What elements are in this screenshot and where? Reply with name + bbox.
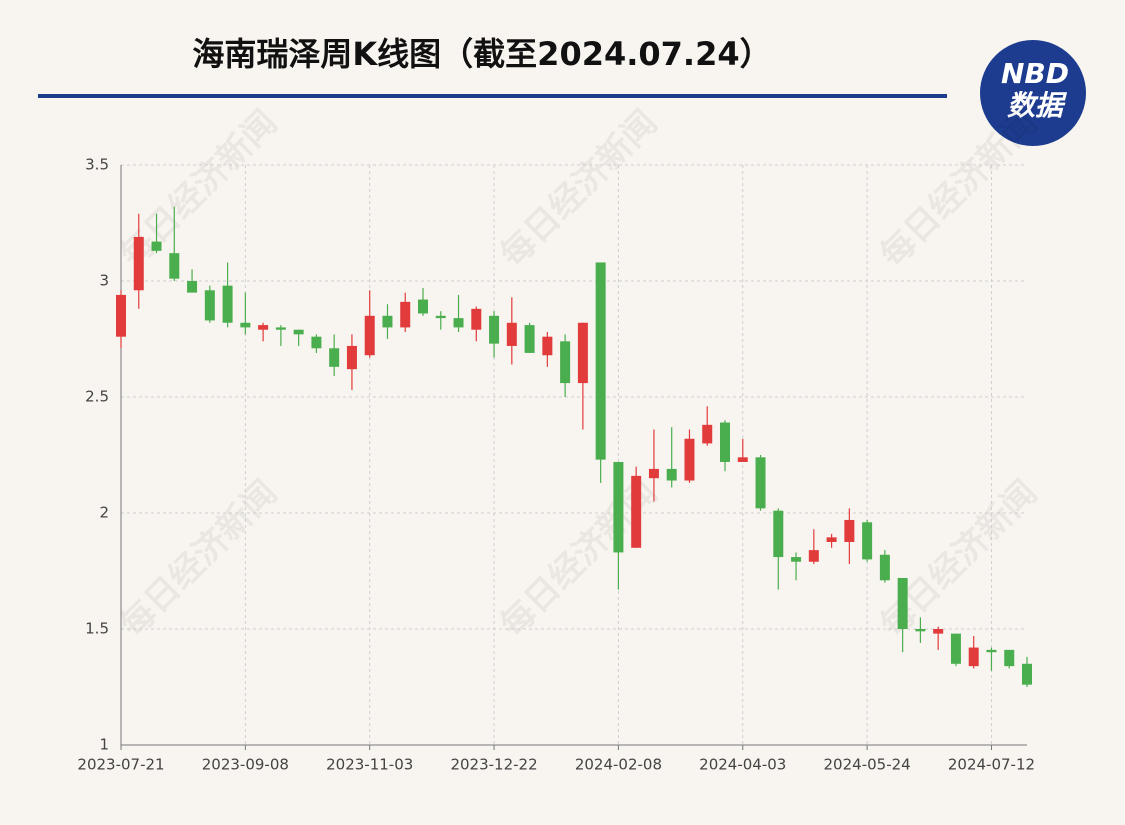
candle-body bbox=[489, 315, 500, 344]
candle-body bbox=[222, 285, 233, 323]
x-tick-label: 2023-09-08 bbox=[202, 756, 289, 774]
candle-body bbox=[737, 457, 748, 462]
plot: 1 1.5 2 2.5 3 3.5 2023-07-21 2023-09-08 2023-11-… bbox=[77, 156, 1035, 774]
candle-body bbox=[1022, 663, 1032, 685]
candle-body bbox=[542, 336, 553, 356]
candle-body bbox=[933, 629, 944, 634]
candle-body bbox=[435, 315, 446, 319]
candle-body bbox=[400, 301, 411, 328]
candle-body bbox=[986, 649, 997, 653]
x-tick-label: 2023-07-21 bbox=[77, 756, 164, 774]
candle-body bbox=[151, 241, 162, 251]
candle-body bbox=[791, 557, 802, 562]
candle-body bbox=[133, 236, 144, 291]
x-tick-label: 2023-11-03 bbox=[326, 756, 413, 774]
x-tick-label: 2024-04-03 bbox=[699, 756, 786, 774]
candle-body bbox=[577, 322, 588, 384]
candle-body bbox=[329, 348, 340, 367]
x-tick-label: 2023-12-22 bbox=[450, 756, 537, 774]
candle-body bbox=[560, 341, 571, 384]
candle-body bbox=[755, 457, 766, 509]
candle-body bbox=[1004, 649, 1015, 667]
logo-top: NBD bbox=[1001, 57, 1069, 90]
candle-body bbox=[915, 629, 926, 632]
candle-body bbox=[418, 299, 428, 314]
candle-body bbox=[364, 315, 375, 356]
candle-body bbox=[258, 325, 269, 330]
x-tick-label: 2024-02-08 bbox=[575, 756, 662, 774]
y-tick-label: 1.5 bbox=[85, 620, 109, 638]
chart-title: 海南瑞泽周K线图（截至2024.07.24） bbox=[192, 35, 771, 73]
y-tick-label: 2.5 bbox=[85, 388, 109, 406]
y-tick-label: 2 bbox=[99, 504, 109, 522]
candle-body bbox=[631, 475, 642, 548]
candle-body bbox=[524, 325, 535, 353]
y-tick-label: 3 bbox=[99, 272, 109, 290]
candle-body bbox=[684, 438, 695, 481]
candle-body bbox=[808, 550, 819, 562]
candle-body bbox=[204, 290, 215, 321]
candle-body bbox=[453, 318, 464, 328]
candle-body bbox=[702, 424, 713, 444]
candle-body bbox=[595, 262, 606, 460]
candle-body bbox=[773, 510, 784, 558]
candle-body bbox=[275, 327, 286, 330]
candle-body bbox=[826, 537, 837, 542]
x-tick-label: 2024-07-12 bbox=[948, 756, 1035, 774]
candle-body bbox=[169, 253, 180, 279]
candle-body bbox=[648, 468, 659, 479]
candle-body bbox=[506, 322, 517, 346]
candle-body bbox=[862, 522, 873, 560]
candle-body bbox=[844, 519, 855, 542]
logo-bottom: 数据 bbox=[1007, 89, 1068, 122]
candle-body bbox=[968, 647, 979, 667]
y-tick-label: 3.5 bbox=[85, 156, 109, 174]
x-tick-label: 2024-05-24 bbox=[824, 756, 911, 774]
logo-circle bbox=[980, 40, 1086, 146]
candle-body bbox=[897, 577, 908, 629]
candle-body bbox=[311, 336, 322, 349]
candle-body bbox=[293, 329, 304, 335]
candle-body bbox=[720, 422, 730, 462]
candle-body bbox=[666, 468, 677, 481]
candle-body bbox=[950, 633, 961, 664]
candle-body bbox=[879, 554, 890, 581]
candle-body bbox=[240, 322, 251, 328]
candle-body bbox=[382, 315, 393, 328]
candle-body bbox=[116, 294, 126, 337]
candle-body bbox=[613, 461, 624, 553]
candle-body bbox=[187, 281, 198, 293]
y-tick-label: 1 bbox=[99, 736, 109, 754]
candle-body bbox=[346, 345, 357, 370]
candle-body bbox=[471, 308, 482, 330]
